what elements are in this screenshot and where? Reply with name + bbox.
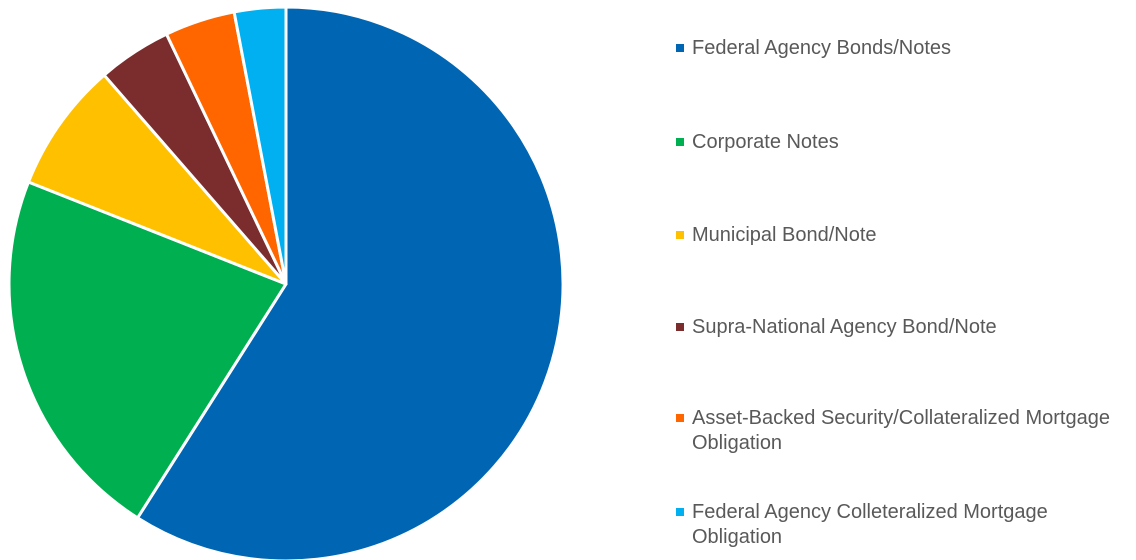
legend-label: Federal Agency Bonds/Notes (692, 37, 952, 59)
legend-item: Supra-National Agency Bond/Note (676, 315, 1132, 340)
legend-label: Supra-National Agency Bond/Note (692, 316, 997, 338)
legend-swatch (676, 508, 684, 516)
legend-swatch (676, 414, 684, 422)
legend-label: Municipal Bond/Note (692, 224, 877, 246)
legend-swatch (676, 138, 684, 146)
legend-label: Federal Agency Colleteralized Mortgage O… (692, 501, 1048, 548)
legend-item: Asset-Backed Security/Collateralized Mor… (676, 406, 1132, 456)
legend-label: Corporate Notes (692, 131, 839, 153)
pie-area (7, 5, 565, 560)
legend-swatch (676, 323, 684, 331)
pie-slice (7, 180, 288, 520)
legend-item: Federal Agency Bonds/Notes (676, 36, 1132, 61)
legend-label: Asset-Backed Security/Collateralized Mor… (692, 407, 1110, 454)
pie-slice (26, 73, 288, 286)
pie-slice (232, 5, 288, 286)
pie-slice (136, 5, 565, 560)
legend-item: Federal Agency Colleteralized Mortgage O… (676, 500, 1132, 550)
legend-item: Corporate Notes (676, 130, 1132, 155)
legend-item: Municipal Bond/Note (676, 223, 1132, 248)
legend-swatch (676, 44, 684, 52)
legend-swatch (676, 231, 684, 239)
